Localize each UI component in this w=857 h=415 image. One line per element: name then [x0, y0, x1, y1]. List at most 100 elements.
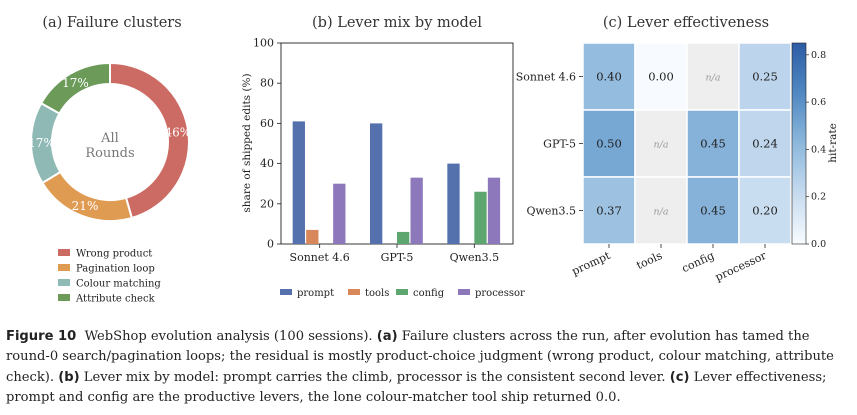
donut-legend: Wrong product Pagination loop Colour match… — [58, 249, 161, 305]
heatmap-cell-tools-sonnet-4-6 — [634, 42, 688, 111]
heatmap-cell-label: 0.24 — [752, 137, 778, 151]
bar-x-tick-label: Sonnet 4.6 — [290, 251, 350, 264]
heatmap-cell-label: 0.45 — [700, 137, 726, 151]
colorbar — [791, 42, 807, 245]
donut-legend-swatch — [58, 279, 70, 286]
heatmap-cell-label: 0.50 — [596, 137, 622, 151]
bar-prompt-gpt-5 — [370, 123, 383, 244]
bar-marks — [292, 121, 501, 244]
panel-a-failure-clusters: (a) Failure clusters 46% 21% 17% 17% All Ro… — [28, 15, 191, 305]
colorbar-ticks: 0.0 0.2 0.4 0.6 0.8 — [806, 50, 826, 250]
bar-x-tick-label: Qwen3.5 — [450, 251, 500, 264]
heatmap-col-label: config — [680, 249, 717, 275]
heatmap-grid: 0.40 0.00 n/a 0.25 0.50 n/a 0.45 0.24 0.37 n/a 0.4… — [582, 42, 792, 245]
bar-processor-gpt-5 — [410, 177, 423, 244]
heatmap-cell-label: n/a — [706, 73, 721, 84]
bar-y-tick-label: 40 — [260, 157, 274, 170]
heatmap-cell-label: 0.45 — [700, 204, 726, 218]
bar-legend-label: prompt — [297, 288, 334, 299]
heatmap-col-label: prompt — [570, 249, 613, 278]
heatmap-cell-label: 0.25 — [752, 70, 778, 84]
caption-b-label: (b) — [58, 369, 80, 385]
bar-y-ticks: 0 20 40 60 80 100 — [253, 37, 281, 251]
figure-caption: Figure 10 WebShop evolution analysis (10… — [6, 327, 852, 408]
figure-canvas: (a) Failure clusters 46% 21% 17% 17% All Ro… — [28, 15, 839, 305]
heatmap-row-labels: Sonnet 4.6 GPT-5 Qwen3.5 — [516, 71, 583, 218]
donut-slice-wrong-product — [109, 61, 191, 220]
bar-x-ticks: Sonnet 4.6 GPT-5 Qwen3.5 — [290, 244, 500, 264]
heatmap-cell-config-gpt-5 — [686, 109, 740, 178]
donut-legend-swatch — [58, 294, 70, 301]
donut-legend-label: Pagination loop — [76, 264, 155, 275]
bar-y-tick-label: 100 — [253, 37, 274, 50]
heatmap-col-label: processor — [713, 249, 769, 284]
colorbar-tick-label: 0.2 — [811, 192, 826, 203]
donut-slice-attribute-check — [39, 61, 111, 115]
heatmap-cell-label: 0.00 — [648, 70, 674, 84]
donut-slice-value-label: 46% — [164, 125, 191, 139]
caption-figure-label: Figure 10 — [6, 329, 77, 344]
caption-c-label: (c) — [669, 369, 690, 385]
colorbar-label: hit-rate — [827, 123, 839, 163]
heatmap-cell-config-qwen3-5 — [686, 176, 740, 245]
caption-a-text: Failure clusters across the run, after e… — [6, 329, 834, 385]
donut-center-label-line1: All — [100, 131, 119, 146]
bar-prompt-sonnet-4-6 — [292, 121, 305, 244]
bar-y-tick-label: 20 — [260, 197, 274, 210]
donut-legend-label: Wrong product — [76, 249, 152, 260]
caption-a-label: (a) — [376, 329, 398, 344]
panel-b-lever-mix: (b) Lever mix by model share of shipped … — [241, 15, 525, 299]
caption-intro: WebShop evolution analysis (100 sessions… — [84, 329, 373, 344]
donut-slice-value-label: 21% — [72, 199, 99, 213]
donut-slice-pagination-loop — [41, 170, 134, 222]
panel-a-title: (a) Failure clusters — [42, 15, 181, 31]
colorbar-tick-label: 0.8 — [811, 50, 826, 61]
caption-c-text: Lever effectiveness; prompt and config a… — [6, 369, 827, 405]
bar-y-tick-label: 60 — [260, 117, 274, 130]
donut-center-label-line2: Rounds — [85, 146, 134, 161]
bar-legend-swatch — [280, 289, 292, 295]
heatmap-cell-label: 0.40 — [596, 70, 622, 84]
heatmap-row-label: Qwen3.5 — [526, 205, 576, 218]
heatmap-cell-config-sonnet-4-6 — [686, 42, 740, 111]
donut-legend-label: Attribute check — [75, 294, 156, 305]
bar-legend-swatch — [348, 289, 360, 295]
colorbar-tick-label: 0.4 — [811, 144, 826, 155]
heatmap-cell-label: 0.37 — [596, 204, 622, 218]
bar-legend-swatch — [458, 289, 470, 295]
heatmap-cell-label: n/a — [654, 140, 669, 151]
bar-processor-sonnet-4-6 — [333, 183, 346, 244]
bar-config-gpt-5 — [397, 231, 410, 244]
heatmap-cell-processor-qwen3-5 — [738, 176, 792, 245]
bar-legend-label: tools — [365, 288, 389, 299]
heatmap-row-label: Sonnet 4.6 — [516, 71, 576, 84]
panel-b-title: (b) Lever mix by model — [312, 15, 482, 31]
heatmap-col-label: tools — [634, 249, 664, 272]
bar-legend-label: processor — [475, 288, 525, 299]
heatmap-cell-processor-sonnet-4-6 — [738, 42, 792, 111]
heatmap-row-label: GPT-5 — [543, 138, 576, 151]
bar-legend-label: config — [413, 288, 445, 299]
donut-legend-label: Colour matching — [76, 279, 161, 290]
panel-c-title: (c) Lever effectiveness — [603, 15, 769, 31]
bar-y-tick-label: 80 — [260, 77, 274, 90]
heatmap-cell-label: n/a — [654, 207, 669, 218]
bar-y-tick-label: 0 — [267, 238, 274, 251]
bar-legend: prompt tools config processor — [280, 288, 525, 299]
panel-c-lever-effectiveness: (c) Lever effectiveness 0.40 0.00 n/a 0.250… — [516, 15, 839, 284]
donut-legend-swatch — [58, 249, 70, 256]
bar-config-qwen3-5 — [474, 191, 487, 244]
donut-chart: 46% 21% 17% 17% — [28, 61, 191, 222]
bar-legend-swatch — [396, 289, 408, 295]
caption-b-text: Lever mix by model: prompt carries the c… — [83, 369, 666, 385]
donut-legend-swatch — [58, 264, 70, 271]
donut-slice-value-label: 17% — [62, 76, 89, 90]
bar-tools-sonnet-4-6 — [306, 229, 319, 244]
bar-prompt-qwen3-5 — [447, 163, 460, 244]
bar-x-tick-label: GPT-5 — [381, 251, 414, 264]
bar-processor-qwen3-5 — [487, 177, 501, 244]
bar-y-axis-label: share of shipped edits (%) — [241, 73, 253, 212]
heatmap-cell-tools-qwen3-5 — [634, 176, 688, 245]
donut-slice-value-label: 17% — [28, 136, 55, 150]
